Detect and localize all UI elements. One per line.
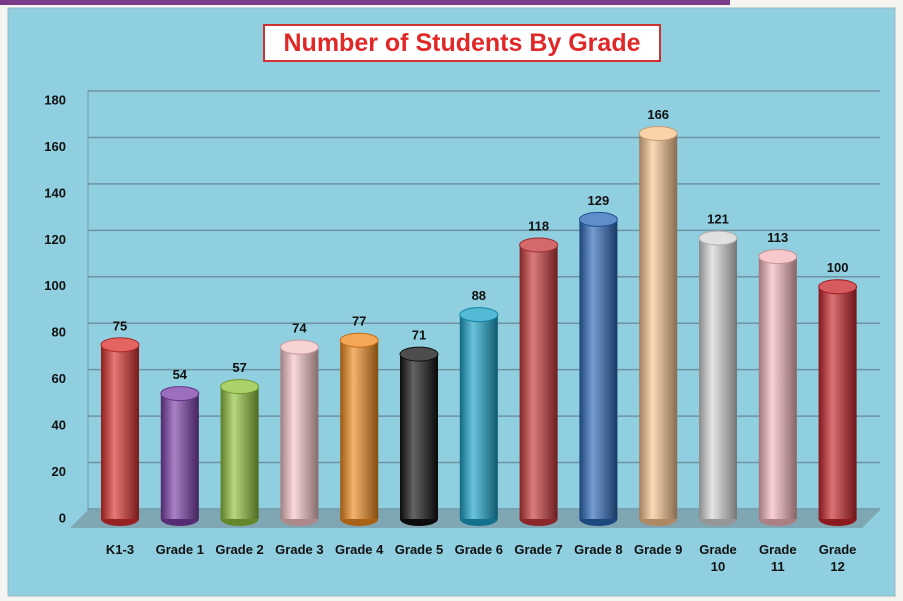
y-tick-label: 120 (44, 232, 66, 247)
x-tick-label: Grade 12 (818, 542, 857, 574)
y-tick-label: 80 (52, 325, 66, 340)
x-tick-label: Grade 3 (275, 542, 324, 557)
value-label: 88 (472, 288, 486, 303)
bar-top (578, 211, 618, 227)
x-tick-label: Grade 6 (454, 542, 503, 557)
x-tick-label: Grade 1 (155, 542, 204, 557)
value-label: 57 (232, 360, 246, 375)
x-tick-label: Grade 11 (759, 542, 797, 574)
bar-top (459, 307, 499, 323)
bar (220, 386, 259, 519)
bar-top (519, 237, 559, 253)
bar-top (758, 249, 798, 265)
bar-top (698, 230, 738, 246)
bar (818, 286, 857, 519)
y-tick-label: 40 (52, 418, 66, 433)
value-label: 100 (827, 260, 849, 275)
x-tick-label: Grade 5 (394, 542, 444, 557)
bar (699, 238, 737, 519)
value-label: 113 (767, 230, 788, 245)
bar (579, 219, 618, 519)
bar (459, 314, 498, 519)
bar (758, 256, 797, 519)
bar-top (279, 339, 319, 355)
x-tick-label: Grade 2 (215, 542, 264, 557)
bar (340, 340, 379, 519)
bar-top (818, 279, 858, 295)
bar (101, 344, 139, 519)
value-label: 166 (647, 107, 669, 122)
chart-background (7, 7, 896, 597)
bar (280, 347, 319, 519)
x-tick-label: K1-3 (105, 542, 135, 557)
y-tick-label: 180 (44, 92, 66, 107)
bar-top (220, 379, 260, 395)
bar-top (399, 346, 439, 362)
y-tick-label: 160 (44, 139, 66, 154)
value-label: 121 (707, 211, 729, 226)
value-label: 74 (292, 321, 307, 336)
bar-top (160, 386, 200, 402)
y-tick-label: 20 (52, 464, 66, 479)
bar (519, 244, 558, 519)
x-tick-label: Grade 8 (574, 542, 623, 557)
bar (400, 354, 438, 519)
x-tick-label: Grade 10 (699, 542, 737, 574)
x-tick-label: Grade 4 (334, 542, 384, 557)
value-label: 77 (352, 314, 366, 329)
value-label: 71 (412, 328, 426, 343)
bar (639, 133, 678, 519)
y-tick-label: 140 (44, 185, 66, 200)
value-label: 129 (588, 193, 610, 208)
value-label: 75 (113, 318, 127, 333)
y-tick-label: 60 (52, 371, 66, 386)
bar-top (339, 332, 379, 348)
x-tick-label: Grade 9 (633, 542, 683, 557)
y-tick-label: 0 (59, 510, 66, 525)
value-label: 54 (173, 367, 188, 382)
top-strip (0, 0, 730, 5)
value-label: 118 (528, 218, 549, 233)
bar-top (100, 337, 140, 353)
bar-top (638, 126, 678, 142)
bar (160, 393, 199, 519)
x-tick-label: Grade 7 (514, 542, 563, 557)
chart-title: Number of Students By Grade (263, 24, 661, 62)
y-tick-label: 100 (44, 278, 66, 293)
